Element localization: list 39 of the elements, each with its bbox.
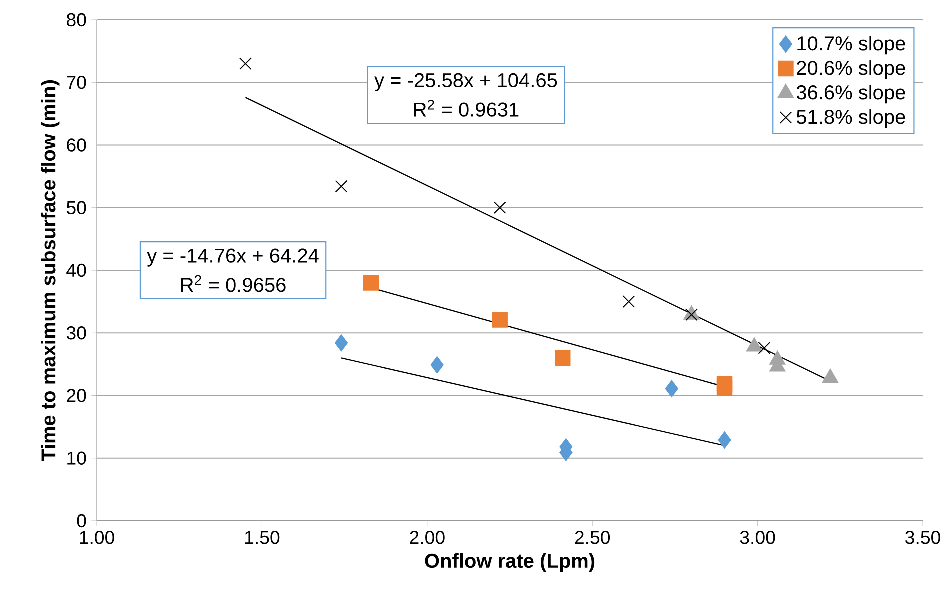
point [622, 296, 636, 308]
x-tick-label: 3.00 [740, 531, 776, 544]
point [716, 380, 733, 396]
x-tick-label: 3.50 [906, 531, 940, 544]
annotation: y = -14.76x + 64.24 [147, 248, 319, 267]
x-axis-title: Onflow rate (Lpm) [425, 553, 595, 572]
point [665, 380, 678, 398]
legend-label: 20.6% slope [797, 60, 906, 80]
x-tick-label: 2.50 [575, 531, 610, 544]
point [555, 350, 571, 366]
point [758, 342, 771, 354]
point [718, 432, 732, 449]
point [494, 202, 506, 214]
y-tick-label: 40 [66, 264, 86, 278]
annotation: R$^{2}$ = 0.9656 [181, 275, 286, 292]
annotation: y = -25.58x + 104.65 [374, 73, 558, 92]
point [335, 180, 348, 193]
point [430, 356, 444, 374]
y-tick-label: 30 [66, 326, 86, 340]
point [492, 312, 508, 328]
legend-label: 10.7% slope [798, 36, 906, 55]
y-axis-title: Time to maximum subsurface flow (min) [41, 80, 60, 462]
y-tick-label: 80 [67, 13, 86, 27]
legend-label: 36.6% slope [796, 85, 906, 104]
x-tick-label: 1.00 [80, 531, 114, 544]
point [363, 275, 380, 291]
y-tick-label: 70 [67, 76, 86, 90]
point [334, 334, 348, 352]
legend-label: 51.8% slope [796, 110, 906, 128]
x-tick-label: 1.50 [245, 531, 280, 544]
annotation: R$^{2}$ = 0.9631 [414, 100, 519, 117]
point [686, 308, 698, 322]
y-tick-label: 10 [68, 452, 86, 465]
y-tick-label: 50 [66, 201, 86, 214]
x-tick-label: 2.00 [410, 531, 445, 544]
y-tick-label: 60 [67, 138, 86, 152]
y-tick-label: 20 [67, 389, 86, 402]
y-tick-label: 0 [77, 514, 86, 528]
point [239, 58, 252, 70]
